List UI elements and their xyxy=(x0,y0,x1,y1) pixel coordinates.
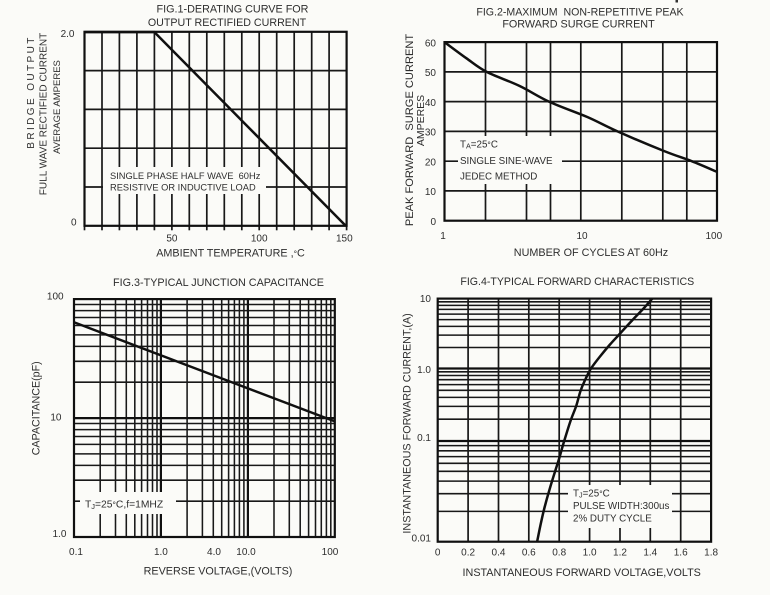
svg-text:1.4: 1.4 xyxy=(643,547,657,558)
svg-text:10: 10 xyxy=(420,294,432,305)
svg-text:PULSE WIDTH:300us: PULSE WIDTH:300us xyxy=(573,501,669,512)
svg-text:0: 0 xyxy=(430,217,436,228)
svg-text:1.0: 1.0 xyxy=(417,365,431,376)
svg-text:AVERAGE AMPERES: AVERAGE AMPERES xyxy=(52,60,63,154)
svg-text:FIG.2-MAXIMUM NON-REPETITIVE: FIG.2-MAXIMUM NON-REPETITIVE PEAK xyxy=(476,6,683,18)
svg-text:0: 0 xyxy=(435,547,441,558)
svg-text:NUMBER OF CYCLES AT 60Hz: NUMBER OF CYCLES AT 60Hz xyxy=(514,247,668,259)
svg-text:INSTANTANEOUS FORWARD CURRENT,: INSTANTANEOUS FORWARD CURRENT,(A) xyxy=(402,313,414,533)
svg-text:20: 20 xyxy=(425,158,437,169)
svg-text:10: 10 xyxy=(576,231,588,242)
svg-text:50: 50 xyxy=(425,68,437,79)
svg-text:0.6: 0.6 xyxy=(522,547,536,558)
svg-text:FIG.3-TYPICAL JUNCTION CAPACIT: FIG.3-TYPICAL JUNCTION CAPACITANCE xyxy=(113,277,324,289)
svg-text:2.0: 2.0 xyxy=(61,29,75,40)
svg-text:SINGLE SINE-WAVE: SINGLE SINE-WAVE xyxy=(460,156,553,167)
svg-text:AMBIENT TEMPERATURE ,°C: AMBIENT TEMPERATURE ,°C xyxy=(156,247,305,259)
svg-text:FULL WAVE RECTIFIED CURRENT: FULL WAVE RECTIFIED CURRENT xyxy=(39,33,50,195)
svg-text:60: 60 xyxy=(425,38,437,49)
svg-text:OUTPUT RECTIFIED CURRENT: OUTPUT RECTIFIED CURRENT xyxy=(148,17,307,29)
svg-text:30: 30 xyxy=(425,128,437,139)
svg-text:0.1: 0.1 xyxy=(417,433,431,444)
svg-text:FIG.1-DERATING CURVE FOR: FIG.1-DERATING CURVE FOR xyxy=(157,3,309,15)
svg-text:150: 150 xyxy=(336,234,353,245)
svg-text:CAPACITANCE(pF): CAPACITANCE(pF) xyxy=(31,361,43,455)
svg-text:0.2: 0.2 xyxy=(461,547,475,558)
svg-text:1.0: 1.0 xyxy=(583,547,597,558)
svg-text:100: 100 xyxy=(322,547,339,558)
svg-text:100: 100 xyxy=(705,231,722,242)
svg-text:40: 40 xyxy=(425,98,437,109)
svg-text:1: 1 xyxy=(440,231,446,242)
svg-text:10.0: 10.0 xyxy=(236,547,256,558)
svg-text:TA=25°C: TA=25°C xyxy=(460,140,498,151)
svg-text:JEDEC METHOD: JEDEC METHOD xyxy=(460,172,537,183)
svg-text:1.0: 1.0 xyxy=(52,529,66,540)
svg-text:10: 10 xyxy=(50,413,62,424)
svg-text:100: 100 xyxy=(251,234,268,245)
svg-text:INSTANTANEOUS FORWARD VOLTAGE,: INSTANTANEOUS FORWARD VOLTAGE,VOLTS xyxy=(463,567,701,579)
svg-text:10: 10 xyxy=(425,187,437,198)
svg-text:FIG.4-TYPICAL FORWARD CHARACTE: FIG.4-TYPICAL FORWARD CHARACTERISTICS xyxy=(460,276,694,288)
svg-text:TJ=25°C: TJ=25°C xyxy=(573,489,610,500)
svg-text:1.6: 1.6 xyxy=(674,547,688,558)
svg-text:PEAK FORWARD SURGE CURRENT: PEAK FORWARD SURGE CURRENT xyxy=(404,34,416,227)
svg-text:BRIDGE OUTPUT: BRIDGE OUTPUT xyxy=(26,35,37,148)
svg-text:1.8: 1.8 xyxy=(704,547,718,558)
svg-text:1.2: 1.2 xyxy=(613,547,627,558)
svg-text:AMPERES: AMPERES xyxy=(415,95,427,146)
svg-text:0: 0 xyxy=(71,217,77,228)
svg-text:50: 50 xyxy=(166,234,178,245)
svg-text:0.1: 0.1 xyxy=(69,547,83,558)
svg-text:TJ=25°C,f=1MHZ: TJ=25°C,f=1MHZ xyxy=(85,500,163,512)
svg-text:SINGLE PHASE HALF WAVE 60Hz: SINGLE PHASE HALF WAVE 60Hz xyxy=(110,171,261,181)
svg-text:FORWARD SURGE CURRENT: FORWARD SURGE CURRENT xyxy=(502,19,655,31)
svg-text:REVERSE VOLTAGE,(VOLTS): REVERSE VOLTAGE,(VOLTS) xyxy=(144,566,293,578)
svg-text:0.8: 0.8 xyxy=(552,547,566,558)
svg-text:4.0: 4.0 xyxy=(207,547,221,558)
svg-text:2% DUTY CYCLE: 2% DUTY CYCLE xyxy=(573,514,652,525)
svg-text:100: 100 xyxy=(47,291,64,302)
svg-text:1.0: 1.0 xyxy=(154,547,168,558)
svg-text:0.01: 0.01 xyxy=(412,534,432,545)
svg-text:0.4: 0.4 xyxy=(492,547,506,558)
svg-text:RESISTIVE OR INDUCTIVE LOAD: RESISTIVE OR INDUCTIVE LOAD xyxy=(110,182,256,192)
